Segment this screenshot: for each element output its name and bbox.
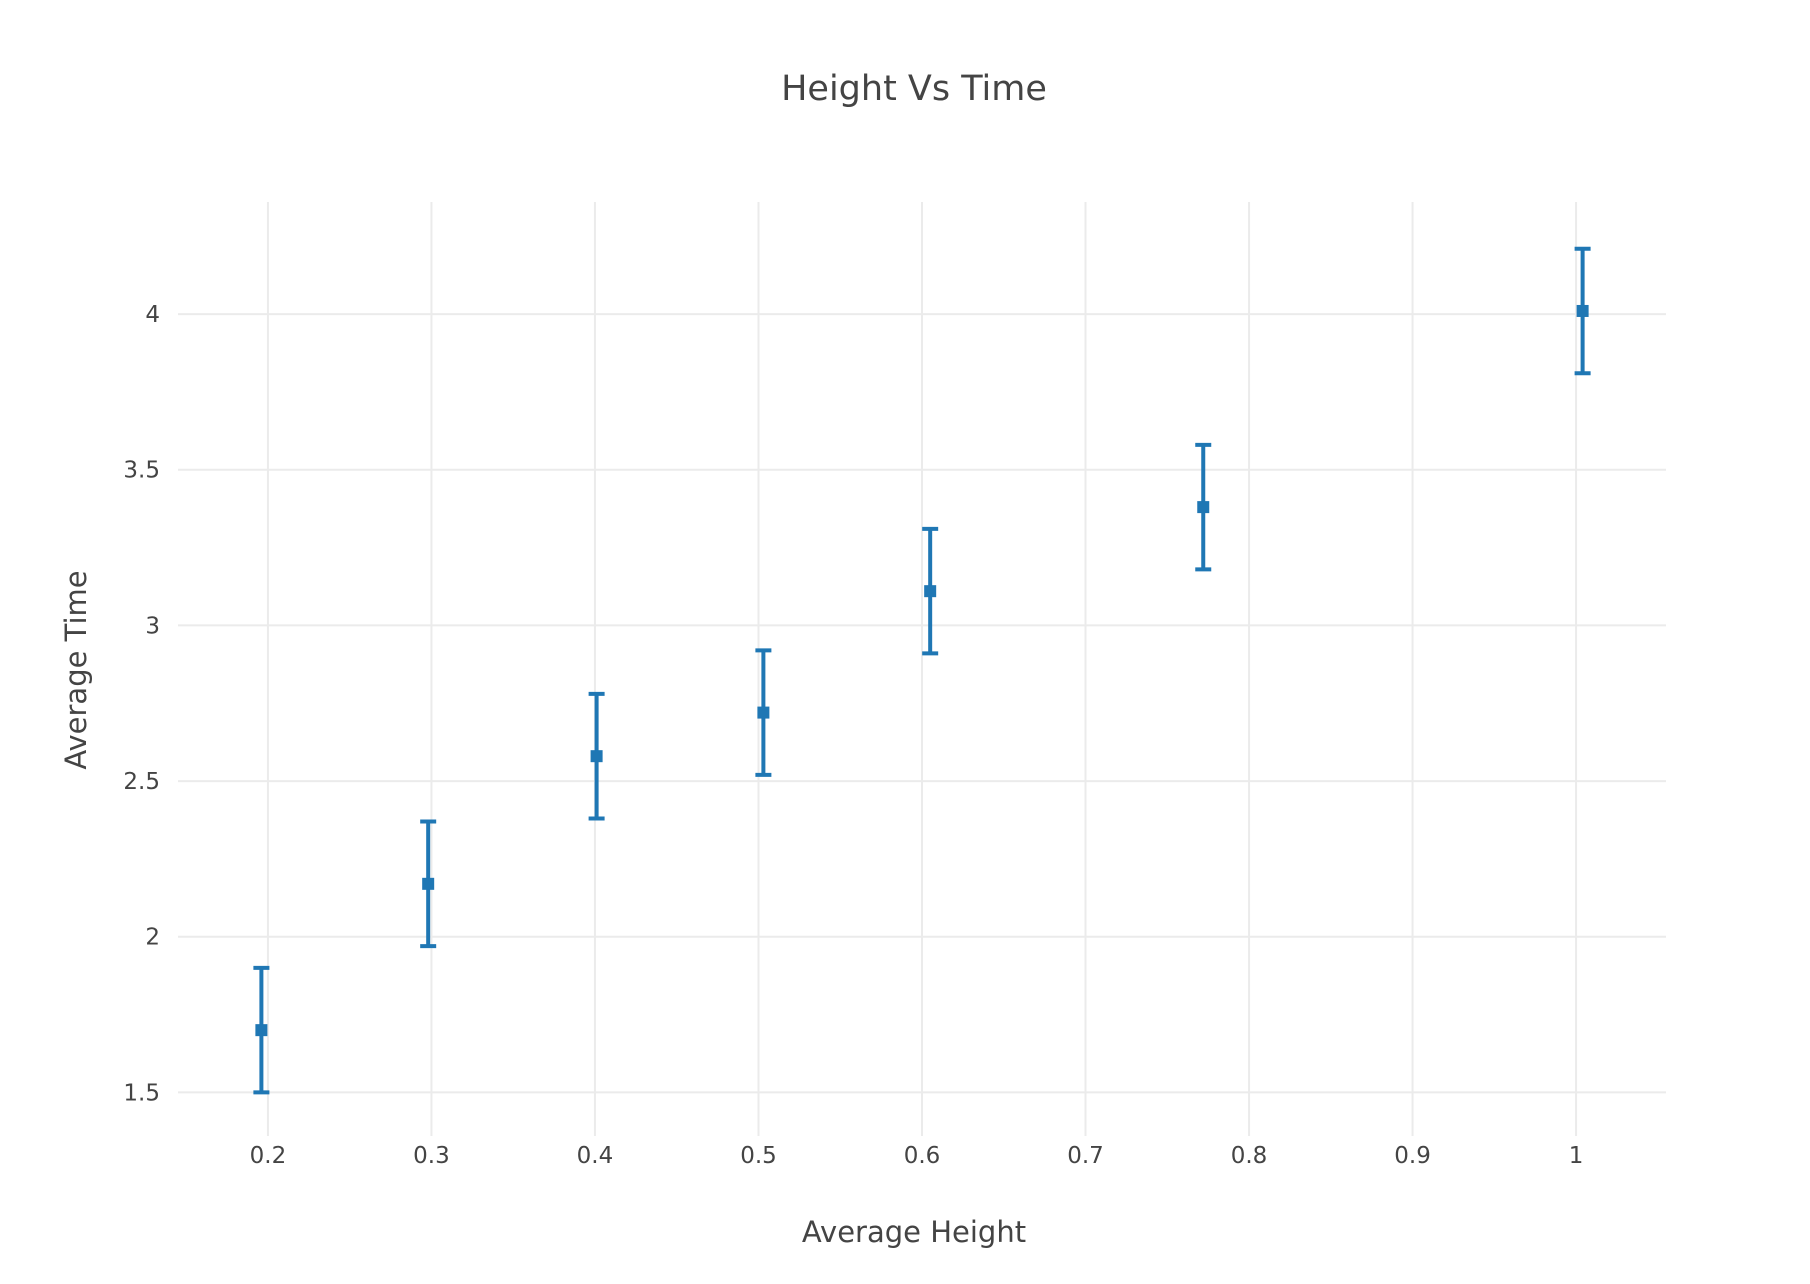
x-gridlines — [266, 202, 1578, 1136]
y-tick-label: 4 — [145, 302, 160, 328]
y-axis-title: Average Time — [59, 570, 93, 769]
x-tick-label: 0.2 — [250, 1143, 287, 1169]
y-tick-labels: 1.5 2 2.5 3 3.5 4 — [123, 302, 160, 1106]
y-tick-label: 2.5 — [123, 769, 160, 795]
data-marker — [422, 877, 435, 890]
y-tick-label: 3 — [145, 613, 160, 639]
x-tick-label: 0.5 — [740, 1143, 777, 1169]
x-tick-label: 0.3 — [413, 1143, 450, 1169]
x-tick-label: 0.9 — [1394, 1143, 1431, 1169]
x-tick-label: 0.4 — [577, 1143, 614, 1169]
y-tick-label: 1.5 — [123, 1080, 160, 1106]
data-marker — [1576, 304, 1589, 317]
x-tick-label: 0.6 — [904, 1143, 941, 1169]
data-marker — [924, 585, 937, 598]
y-tick-label: 3.5 — [123, 458, 160, 484]
chart-title: Height Vs Time — [781, 69, 1047, 109]
x-tick-label: 1 — [1569, 1143, 1584, 1169]
x-tick-label: 0.8 — [1231, 1143, 1268, 1169]
data-marker — [1197, 501, 1210, 514]
data-point — [1574, 246, 1591, 376]
y-tick-label: 2 — [145, 925, 160, 951]
data-point — [922, 526, 939, 656]
x-tick-labels: 0.2 0.3 0.4 0.5 0.6 0.7 0.8 0.9 1 — [250, 1143, 1584, 1169]
y-gridlines — [178, 313, 1666, 1094]
data-series — [253, 246, 1591, 1095]
data-point — [1195, 442, 1212, 572]
data-marker — [255, 1024, 268, 1037]
data-point — [420, 819, 437, 949]
data-point — [755, 648, 772, 777]
data-marker — [590, 750, 603, 763]
data-marker — [757, 706, 770, 719]
x-tick-label: 0.7 — [1067, 1143, 1104, 1169]
data-point — [588, 691, 605, 821]
data-point — [253, 965, 270, 1095]
x-axis-title: Average Height — [802, 1215, 1026, 1249]
